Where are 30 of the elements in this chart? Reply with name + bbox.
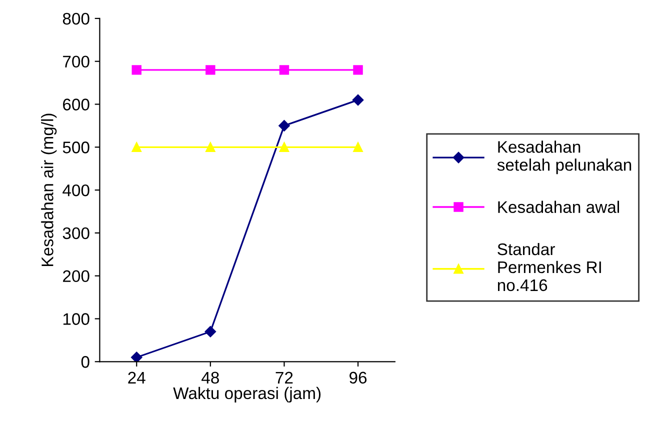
y-axis-title: Kesadahan air (mg/l) <box>41 114 57 266</box>
point <box>204 326 216 338</box>
point <box>132 142 142 152</box>
x-axis-title: Waktu operasi (jam) <box>173 386 321 402</box>
point <box>132 65 142 75</box>
point <box>353 142 363 152</box>
point <box>131 352 142 362</box>
y-tick-label: 400 <box>62 184 90 196</box>
point <box>352 94 364 106</box>
legend-label: Kesadahan setelah pelunakan <box>497 140 632 174</box>
point <box>353 65 363 75</box>
x-tick-label: 48 <box>202 372 219 384</box>
legend-label: Standar Permenkes RI no.416 <box>498 242 601 292</box>
y-tick-label: 800 <box>62 12 90 25</box>
point <box>279 65 290 75</box>
y-tick-label: 300 <box>62 227 90 240</box>
y-tick-label: 100 <box>63 313 90 325</box>
point <box>206 65 216 75</box>
x-tick-label: 72 <box>276 372 293 384</box>
y-tick-label: 0 <box>81 356 90 368</box>
legend-label: Kesadahan awal <box>498 200 619 213</box>
point <box>206 142 216 152</box>
y-tick-label: 200 <box>63 270 90 282</box>
point <box>278 120 290 132</box>
y-tick-label: 700 <box>63 56 90 68</box>
y-tick-label: 500 <box>62 142 90 154</box>
point <box>279 142 290 152</box>
x-tick-label: 24 <box>128 372 146 384</box>
y-tick-label: 600 <box>63 98 90 110</box>
x-tick-label: 96 <box>350 372 367 384</box>
